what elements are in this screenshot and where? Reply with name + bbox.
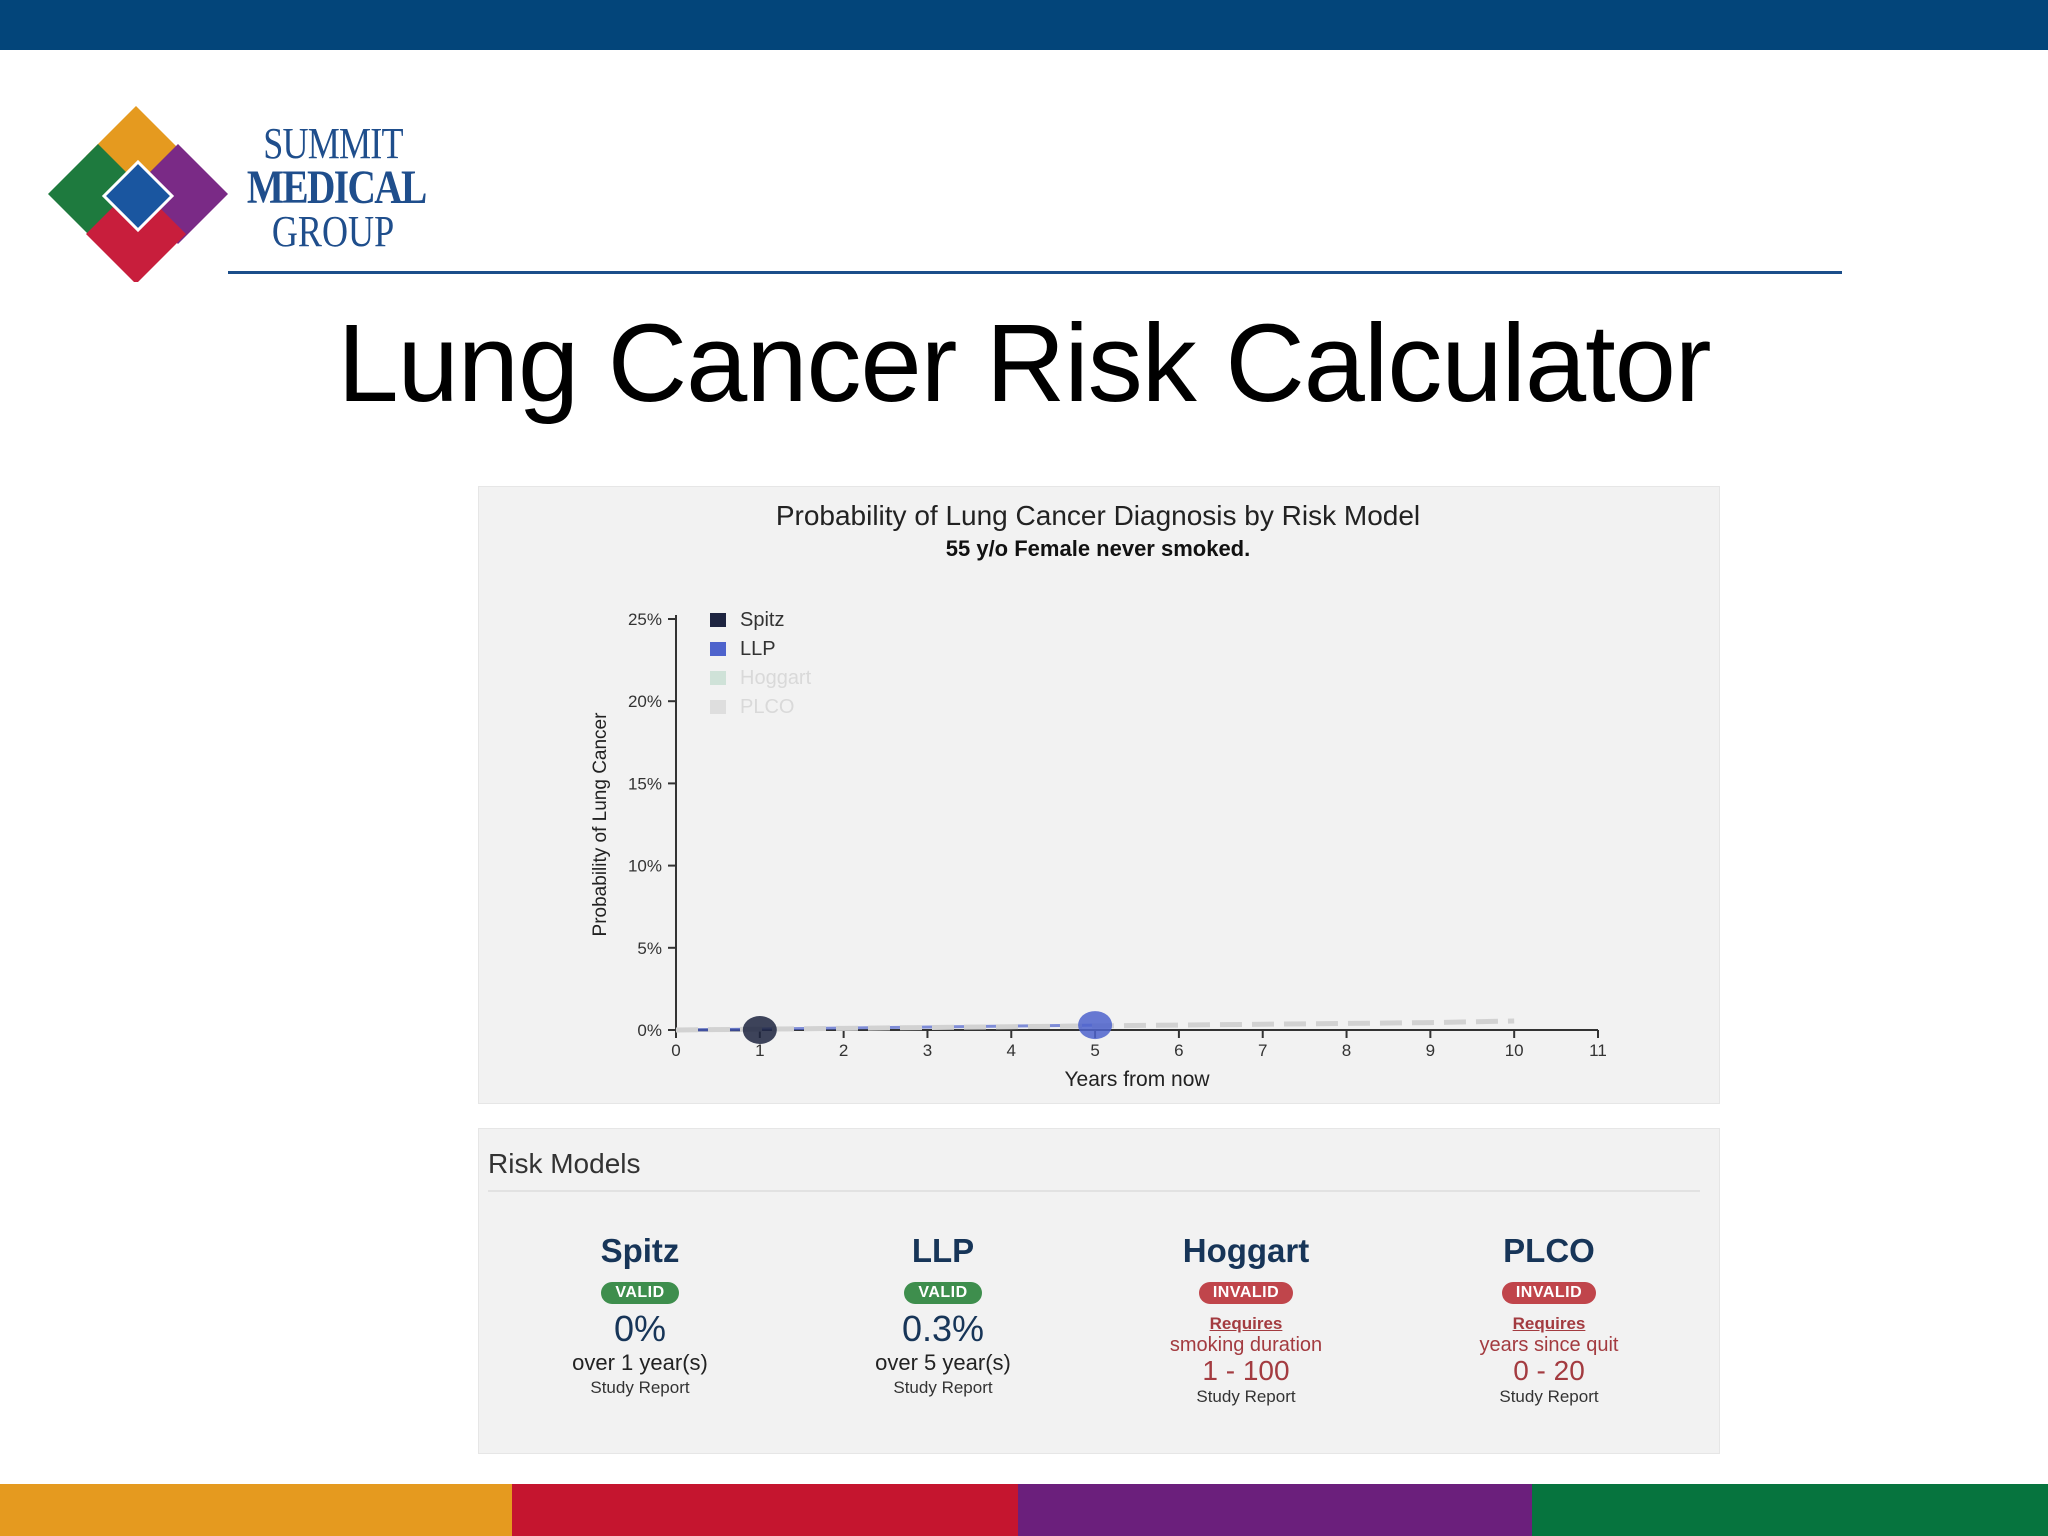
status-badge: INVALID [1198,1282,1294,1304]
model-value: 0.3% [901,1308,985,1349]
logo-tile-red [86,184,186,282]
bottom-bar-green [1532,1484,2048,1536]
model-card-llp: LLP VALID 0.3% over 5 year(s) Study Repo… [793,1232,1093,1398]
x-tick-label: 10 [1505,1041,1524,1060]
bottom-bar-red [512,1484,1018,1536]
model-card-hoggart: Hoggart INVALID Requires smoking duratio… [1096,1232,1396,1407]
model-name: LLP [911,1232,975,1269]
logo-line-group: GROUP [271,207,395,256]
x-tick-label: 9 [1426,1041,1435,1060]
legend-swatch-spitz [710,613,726,627]
legend-label-spitz: Spitz [740,609,784,631]
bottom-bar-orange [0,1484,512,1536]
logo-text: SUMMIT MEDICAL GROUP [228,122,438,254]
y-tick-label: 0% [637,1021,662,1040]
y-tick-label: 25% [628,610,662,629]
data-point-llp [1078,1011,1113,1040]
requirement-text: years since quit [1479,1334,1619,1356]
logo-tile-blue [101,159,175,233]
legend-swatch-plco [710,700,726,714]
bottom-bar-purple [1018,1484,1532,1536]
status-badge: INVALID [1501,1282,1597,1304]
logo-icon [48,106,228,282]
x-tick-label: 6 [1174,1041,1183,1060]
chart-subtitle: 55 y/o Female never smoked. [945,536,1251,561]
requires-label: Requires [1512,1314,1586,1333]
study-report-link[interactable]: Study Report [893,1378,993,1397]
legend-swatch-hoggart [710,671,726,685]
data-point-spitz [742,1016,777,1044]
model-period: over 5 year(s) [875,1350,1011,1375]
requirement-range: 1 - 100 [1202,1355,1290,1386]
legend-label-plco: PLCO [740,696,794,718]
requirement-range: 0 - 20 [1513,1355,1585,1386]
x-tick-label: 3 [923,1041,932,1060]
x-tick-label: 11 [1589,1041,1607,1060]
legend-label-hoggart: Hoggart [740,667,812,689]
model-card-plco: PLCO INVALID Requires years since quit 0… [1399,1232,1699,1407]
header-rule [228,271,1842,274]
logo-line-summit: SUMMIT [263,119,403,168]
requires-label: Requires [1209,1314,1283,1333]
risk-models-heading: Risk Models [488,1148,641,1179]
x-tick-label: 1 [755,1041,764,1060]
study-report-link[interactable]: Study Report [1196,1387,1296,1406]
requirement-text: smoking duration [1169,1334,1323,1356]
x-tick-label: 8 [1342,1041,1351,1060]
model-name: Spitz [600,1232,680,1269]
chart-panel [478,486,1720,1104]
x-tick-label: 5 [1090,1041,1099,1060]
y-tick-label: 5% [637,939,662,958]
model-period: over 1 year(s) [572,1350,708,1375]
model-card-spitz: Spitz VALID 0% over 1 year(s) Study Repo… [490,1232,790,1398]
slide-title: Lung Cancer Risk Calculator [337,302,1711,425]
status-badge: VALID [601,1282,679,1304]
legend-swatch-llp [710,642,726,656]
model-name: PLCO [1503,1232,1595,1269]
chart-title: Probability of Lung Cancer Diagnosis by … [775,500,1421,531]
model-name: Hoggart [1182,1232,1310,1269]
legend-label-llp: LLP [740,638,776,660]
x-axis-label: Years from now [1064,1068,1210,1091]
y-tick-label: 10% [628,857,662,876]
y-axis-label: Probability of Lung Cancer [590,712,611,937]
study-report-link[interactable]: Study Report [590,1378,690,1397]
risk-chart: 0% 5% 10% 15% 20% 25% 0 1 2 3 4 5 6 7 8 9 10 11 Years from… [590,609,1607,1091]
x-tick-label: 0 [671,1041,680,1060]
status-badge: VALID [904,1282,982,1304]
x-tick-label: 2 [839,1041,848,1060]
top-bar [0,0,2048,50]
x-tick-label: 7 [1258,1041,1267,1060]
logo-line-medical: MEDICAL [246,161,427,214]
y-tick-label: 20% [628,692,662,711]
model-value: 0% [613,1308,667,1349]
x-tick-label: 4 [1007,1041,1016,1060]
y-tick-label: 15% [628,774,662,793]
risk-models-divider [488,1190,1700,1192]
study-report-link[interactable]: Study Report [1499,1387,1599,1406]
